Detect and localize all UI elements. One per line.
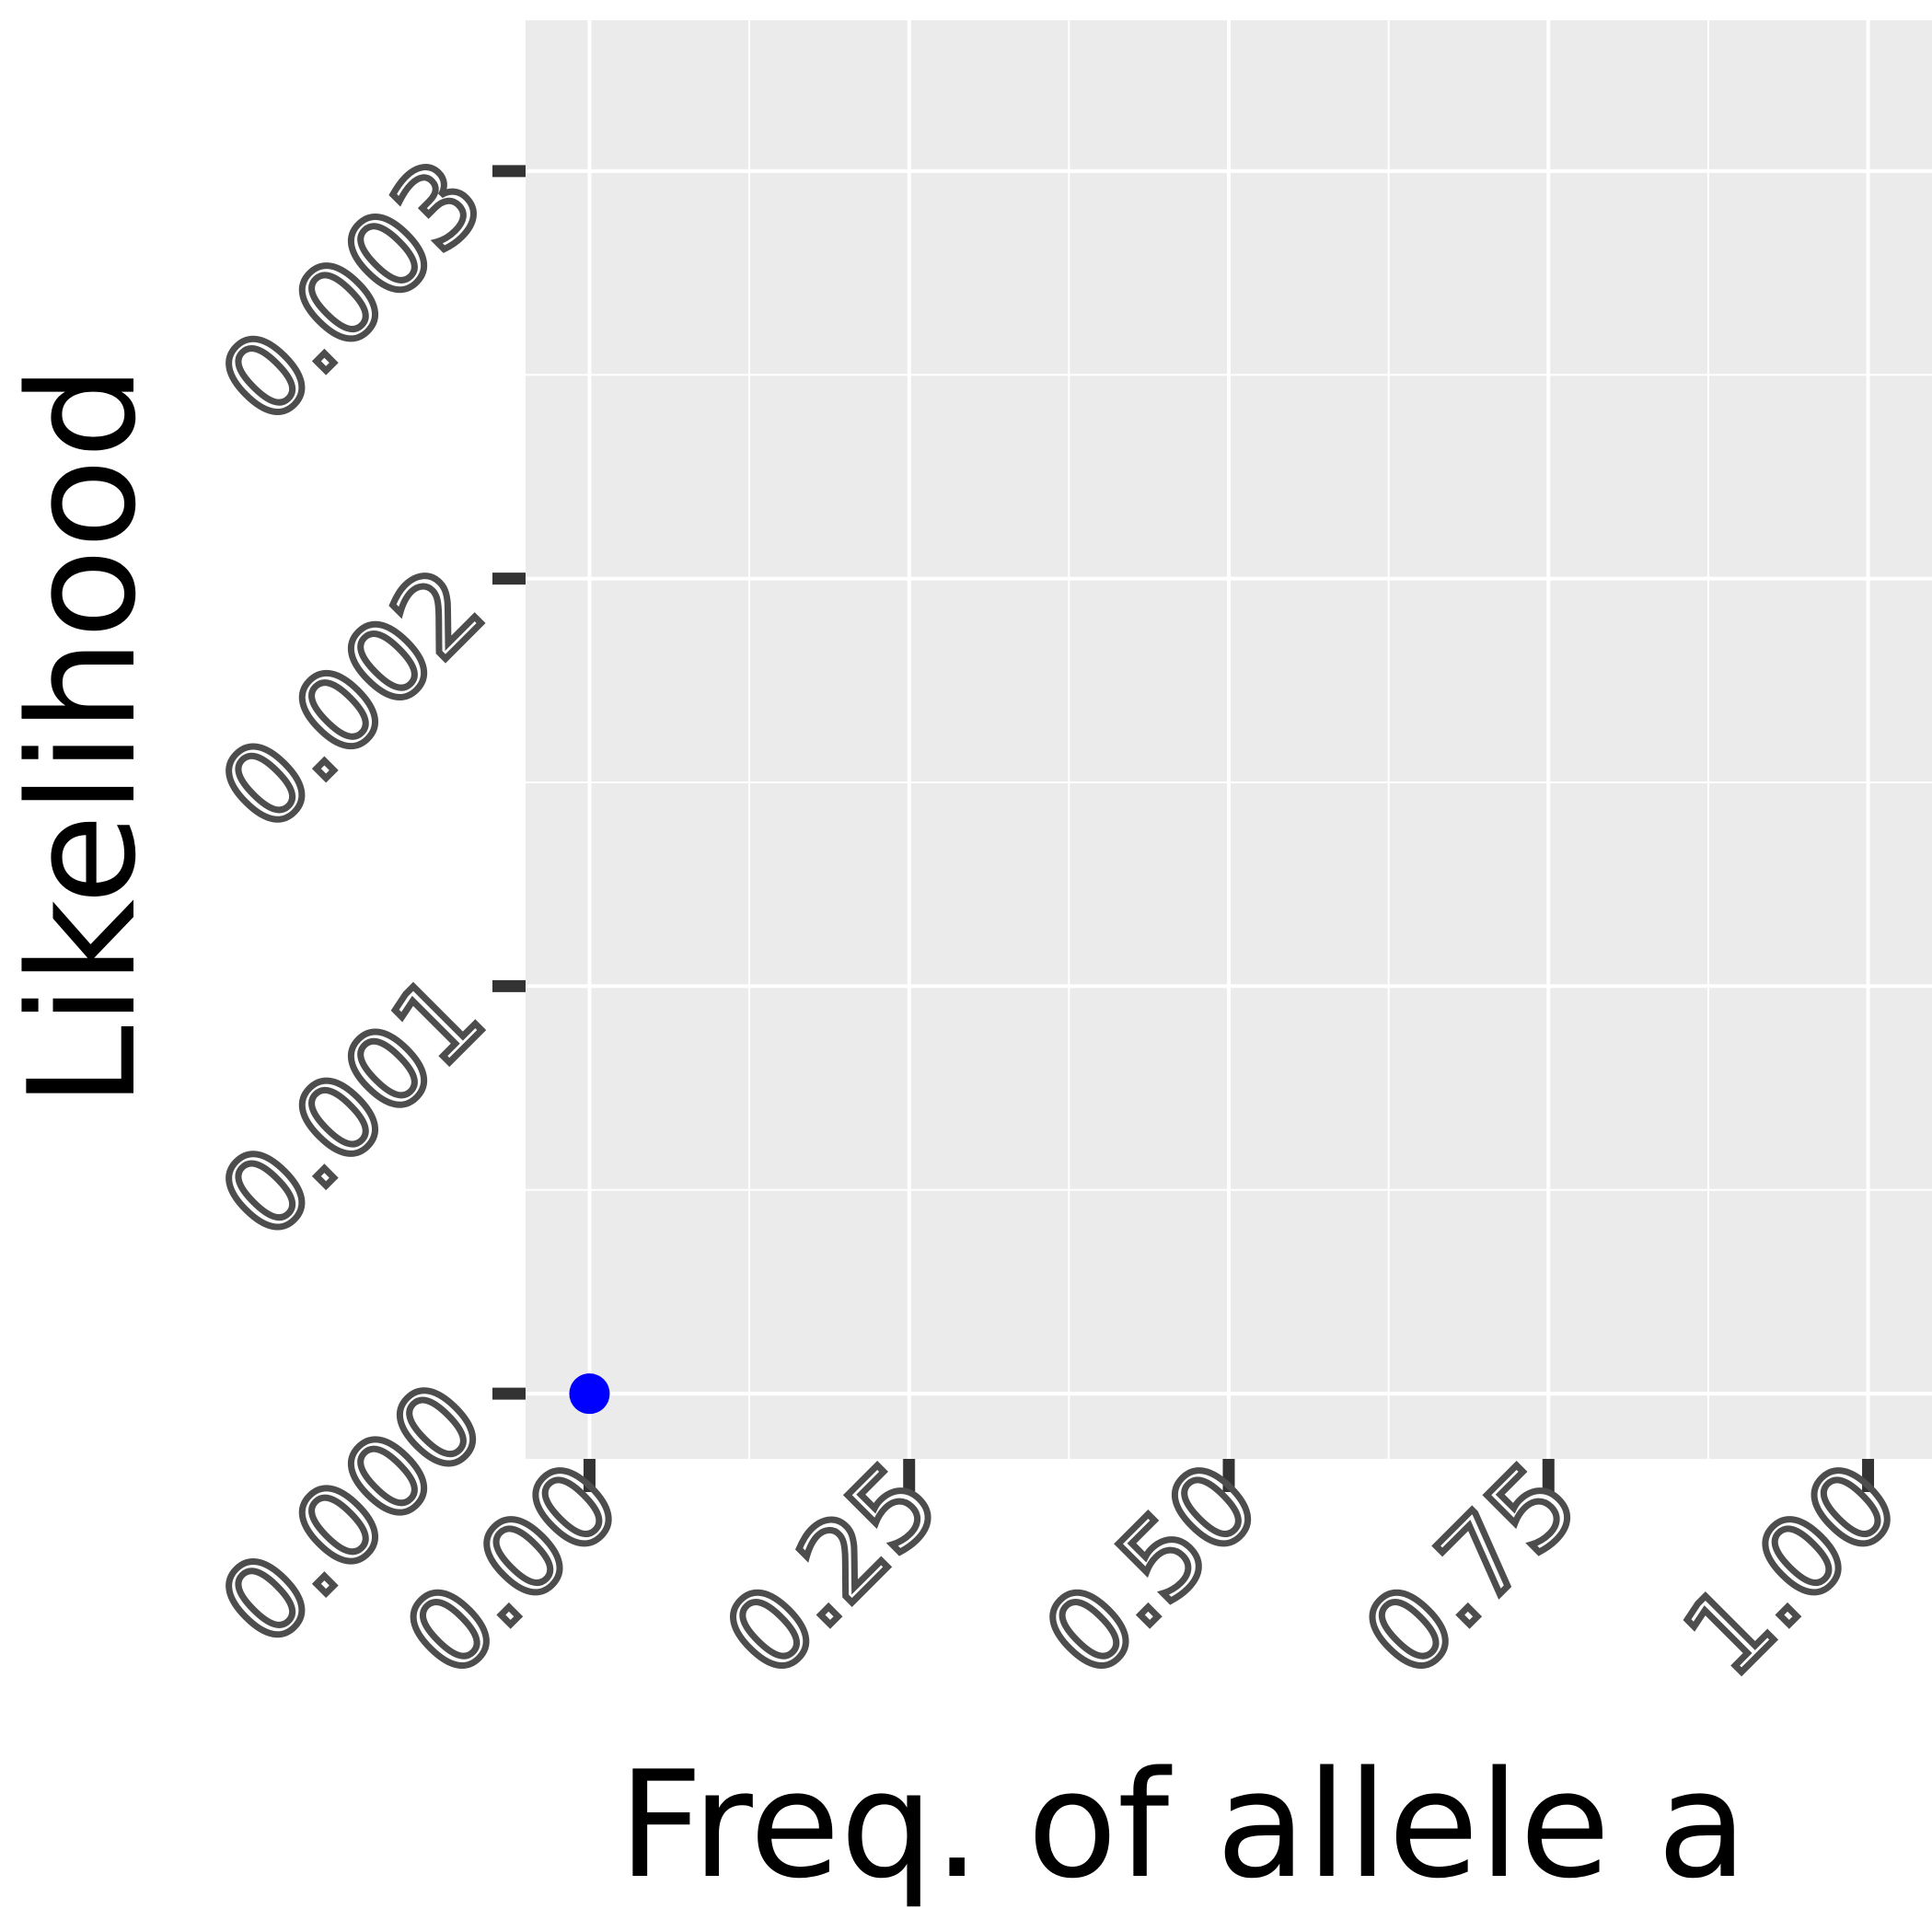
x-axis-title: Freq. of allele a bbox=[619, 1739, 1748, 1911]
y-axis-title: Likelihood bbox=[0, 365, 168, 1108]
x-tick-label: 0.25 bbox=[701, 1439, 962, 1699]
x-tick-label: 1.00 bbox=[1660, 1439, 1921, 1699]
y-tick-label: 0.003 bbox=[197, 136, 506, 445]
data-point bbox=[569, 1373, 610, 1415]
x-tick-label: 0.50 bbox=[1021, 1439, 1281, 1699]
y-tick-label: 0.002 bbox=[197, 544, 506, 853]
y-tick-label: 0.001 bbox=[197, 952, 506, 1261]
data-points bbox=[569, 1373, 610, 1415]
grid-major bbox=[526, 20, 1932, 1459]
x-tick-label: 0.75 bbox=[1341, 1439, 1602, 1699]
x-axis-ticks: 0.00 0.25 0.50 0.75 1.00 bbox=[378, 1436, 1924, 1703]
